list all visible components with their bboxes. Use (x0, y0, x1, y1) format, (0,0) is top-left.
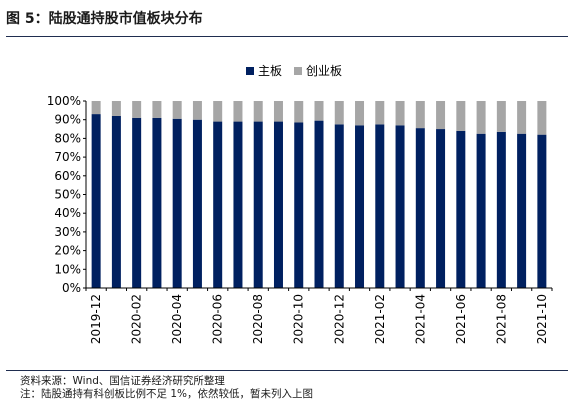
y-tick-label: 40% (54, 206, 81, 220)
source-note: 资料来源：Wind、国信证券经济研究所整理 (20, 375, 225, 387)
bar-main-board (111, 115, 121, 289)
x-tick-label: 2021-08 (494, 294, 508, 344)
x-tick-label: 2021-10 (535, 294, 549, 344)
bar-main-board (476, 133, 486, 288)
legend-item-main-board: 主板 (246, 62, 282, 79)
y-tick-label: 20% (54, 244, 81, 258)
bar-main-board (334, 124, 344, 288)
x-tick-label: 2021-02 (373, 294, 387, 344)
x-tick-label: 2020-02 (130, 294, 144, 344)
bar-main-board (253, 121, 263, 288)
bar-chinext (172, 101, 182, 119)
bar-chinext (294, 101, 304, 123)
x-tick-label: 2020-12 (332, 294, 346, 344)
bar-main-board (456, 130, 466, 288)
bar-chinext (496, 101, 506, 132)
bar-chinext (273, 101, 283, 122)
legend-label-chinext: 创业板 (306, 64, 343, 78)
bar-chinext (476, 101, 486, 134)
bar-chinext (395, 101, 405, 126)
y-tick-label: 70% (54, 150, 81, 164)
bar-main-board (213, 121, 223, 288)
y-tick-label: 60% (54, 169, 81, 183)
bar-chinext (456, 101, 466, 131)
bar-chinext (436, 101, 446, 130)
bar-main-board (436, 129, 446, 288)
bar-main-board (152, 117, 162, 288)
title-divider (6, 36, 568, 37)
bar-chinext (233, 101, 243, 122)
bar-chinext (132, 101, 142, 118)
bar-main-board (395, 125, 405, 288)
bar-main-board (415, 128, 425, 288)
bar-chinext (314, 101, 324, 121)
bar-main-board (273, 121, 283, 288)
legend-item-chinext: 创业板 (294, 62, 342, 79)
bar-chinext (334, 101, 344, 125)
bar-chinext (213, 101, 223, 122)
bar-chinext (355, 101, 365, 126)
bar-chinext (537, 101, 547, 135)
y-tick-label: 50% (54, 188, 81, 202)
bar-chinext (253, 101, 263, 122)
y-tick-label: 0% (62, 281, 81, 295)
x-tick-label: 2020-04 (170, 294, 184, 344)
bar-chinext (91, 101, 101, 115)
bar-main-board (537, 134, 547, 288)
bar-chinext (415, 101, 425, 129)
x-tick-label: 2020-10 (292, 294, 306, 344)
y-tick-label: 90% (54, 113, 81, 127)
bar-main-board (314, 120, 324, 288)
y-tick-label: 80% (54, 131, 81, 145)
bar-main-board (233, 121, 243, 288)
legend: 主板 创业板 (246, 62, 354, 79)
bar-main-board (172, 118, 182, 288)
x-tick-label: 2021-06 (454, 294, 468, 344)
bar-chinext (152, 101, 162, 118)
bar-chinext (192, 101, 202, 120)
bar-main-board (517, 133, 527, 288)
footnote: 注：陆股通持有科创板比例不足 1%，依然较低，暂未列入上图 (20, 388, 313, 400)
bar-main-board (294, 122, 304, 288)
chart-title: 图 5：陆股通持股市值板块分布 (6, 11, 203, 27)
bar-main-board (192, 119, 202, 288)
bar-chinext (111, 101, 121, 116)
bar-chinext (375, 101, 385, 125)
x-tick-label: 2020-08 (251, 294, 265, 344)
bar-main-board (355, 125, 365, 288)
x-tick-label: 2021-04 (413, 294, 427, 344)
y-tick-label: 30% (54, 225, 81, 239)
legend-label-main-board: 主板 (258, 64, 283, 78)
y-tick-label: 100% (47, 94, 81, 108)
x-tick-label: 2020-06 (211, 294, 225, 344)
bar-chinext (517, 101, 527, 134)
bar-main-board (91, 114, 101, 288)
bar-main-board (375, 124, 385, 288)
legend-swatch-chinext (294, 66, 303, 75)
footer-divider (6, 370, 568, 371)
y-tick-label: 10% (54, 262, 81, 276)
legend-swatch-main-board (246, 66, 254, 75)
bar-main-board (496, 131, 506, 288)
x-tick-label: 2019-12 (89, 294, 103, 344)
bar-main-board (132, 117, 142, 288)
